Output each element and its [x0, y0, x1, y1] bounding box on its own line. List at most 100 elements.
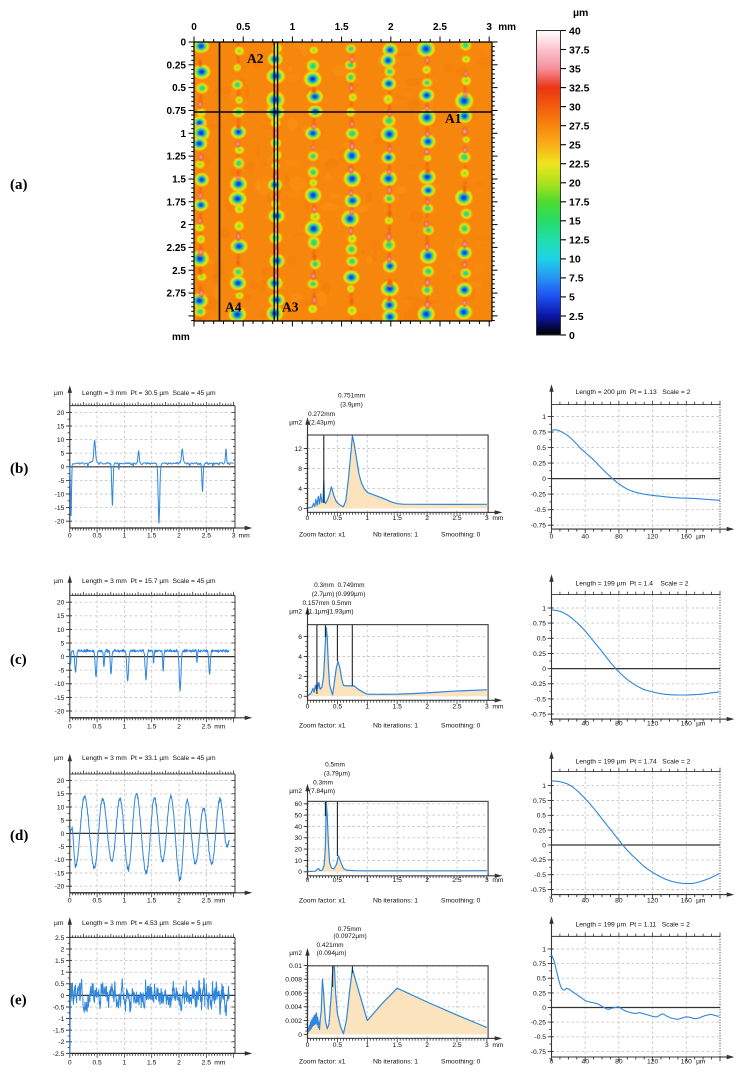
svg-text:60: 60 — [295, 801, 303, 808]
svg-text:12.5: 12.5 — [569, 235, 590, 247]
svg-text:0.157mm: 0.157mm — [302, 600, 329, 607]
svg-text:2: 2 — [298, 674, 302, 681]
svg-text:0: 0 — [298, 506, 302, 513]
svg-text:Smoothing: 0: Smoothing: 0 — [441, 898, 481, 905]
svg-text:1: 1 — [290, 22, 296, 33]
svg-text:(2.43µm): (2.43µm) — [309, 420, 335, 427]
svg-text:1: 1 — [365, 1042, 369, 1049]
svg-text:(7.84µm): (7.84µm) — [309, 788, 335, 795]
svg-text:0.006: 0.006 — [285, 990, 302, 997]
svg-text:2.75: 2.75 — [167, 289, 187, 300]
svg-text:2: 2 — [425, 1042, 429, 1049]
svg-text:mm: mm — [492, 877, 504, 884]
svg-text:0.25: 0.25 — [533, 651, 546, 658]
svg-text:160: 160 — [681, 721, 692, 728]
svg-text:(0.094µm): (0.094µm) — [317, 950, 347, 957]
svg-text:5: 5 — [61, 640, 65, 647]
svg-text:22.5: 22.5 — [569, 159, 590, 171]
svg-text:10: 10 — [57, 804, 65, 811]
svg-text:0.25: 0.25 — [167, 60, 187, 71]
svg-text:5: 5 — [569, 292, 575, 304]
svg-text:-10: -10 — [55, 491, 65, 498]
svg-text:Length = 199 µm Pt = 1.74 S: Length = 199 µm Pt = 1.74 Scale = 2 — [576, 759, 691, 766]
svg-text:-2: -2 — [58, 1039, 64, 1046]
svg-text:0.5: 0.5 — [537, 445, 547, 452]
svg-text:µm: µm — [54, 920, 64, 927]
svg-text:1: 1 — [365, 704, 369, 711]
svg-text:2.5: 2.5 — [452, 704, 462, 711]
svg-text:µm: µm — [696, 534, 706, 541]
svg-text:0: 0 — [542, 842, 546, 849]
svg-text:1: 1 — [123, 724, 127, 731]
svg-text:1.5: 1.5 — [147, 898, 157, 905]
svg-text:-0.5: -0.5 — [534, 696, 546, 703]
svg-text:Smoothing: 0: Smoothing: 0 — [441, 1059, 481, 1066]
svg-text:0: 0 — [542, 666, 546, 673]
svg-text:-20: -20 — [55, 884, 65, 891]
svg-text:40: 40 — [295, 824, 303, 831]
svg-text:0.25: 0.25 — [533, 990, 546, 997]
svg-text:0.749mm: 0.749mm — [337, 582, 364, 589]
svg-text:1.75: 1.75 — [167, 197, 187, 208]
svg-text:2.5: 2.5 — [569, 311, 584, 323]
svg-text:2.5: 2.5 — [202, 724, 212, 731]
svg-text:3: 3 — [232, 533, 236, 540]
svg-text:1: 1 — [123, 898, 127, 905]
svg-text:160: 160 — [681, 1059, 692, 1066]
svg-text:3: 3 — [485, 877, 489, 884]
svg-text:0: 0 — [180, 38, 186, 49]
svg-text:0.5: 0.5 — [92, 533, 102, 540]
svg-text:-0.5: -0.5 — [534, 872, 546, 879]
svg-text:8: 8 — [298, 466, 302, 473]
svg-text:Length = 199 µm Pt = 1.4 S: Length = 199 µm Pt = 1.4 Scale = 2 — [576, 581, 689, 588]
svg-text:2.5: 2.5 — [202, 1060, 212, 1067]
svg-text:2.5: 2.5 — [452, 515, 462, 522]
svg-text:50: 50 — [295, 813, 303, 820]
svg-text:12: 12 — [295, 446, 303, 453]
svg-text:20: 20 — [57, 778, 65, 785]
svg-text:µm: µm — [696, 721, 706, 728]
svg-text:2.5: 2.5 — [433, 22, 447, 33]
svg-text:Nb iterations: 1: Nb iterations: 1 — [373, 532, 418, 539]
svg-text:15: 15 — [569, 216, 581, 228]
svg-text:1: 1 — [365, 877, 369, 884]
svg-text:0.5: 0.5 — [333, 515, 343, 522]
svg-text:0.75: 0.75 — [533, 961, 546, 968]
svg-text:0: 0 — [306, 1042, 310, 1049]
svg-text:5: 5 — [61, 451, 65, 458]
svg-text:(e): (e) — [10, 993, 27, 1009]
svg-text:0.5: 0.5 — [92, 898, 102, 905]
svg-text:20: 20 — [295, 847, 303, 854]
svg-text:2: 2 — [177, 724, 181, 731]
svg-text:A3: A3 — [282, 300, 299, 315]
svg-text:-20: -20 — [55, 519, 65, 526]
svg-text:(3.79µm): (3.79µm) — [324, 770, 350, 777]
svg-text:40: 40 — [581, 1059, 589, 1066]
svg-text:2: 2 — [425, 877, 429, 884]
svg-text:120: 120 — [647, 898, 658, 905]
svg-text:40: 40 — [569, 25, 581, 37]
svg-text:160: 160 — [681, 534, 692, 541]
svg-text:1.5: 1.5 — [55, 958, 65, 965]
svg-text:Nb iterations: 1: Nb iterations: 1 — [373, 1059, 418, 1066]
svg-text:1.5: 1.5 — [147, 724, 157, 731]
svg-text:4: 4 — [298, 486, 302, 493]
svg-text:0: 0 — [191, 22, 197, 33]
svg-text:Length = 200 µm Pt = 1.13 S: Length = 200 µm Pt = 1.13 Scale = 2 — [576, 389, 691, 396]
svg-text:1.5: 1.5 — [172, 174, 186, 185]
svg-text:30: 30 — [295, 835, 303, 842]
svg-text:mm: mm — [214, 898, 226, 905]
svg-text:mm: mm — [214, 724, 226, 731]
svg-text:(1.1µm): (1.1µm) — [307, 609, 330, 616]
svg-text:0.25: 0.25 — [533, 461, 546, 468]
svg-text:0: 0 — [542, 476, 546, 483]
svg-text:Smoothing: 0: Smoothing: 0 — [441, 723, 481, 730]
svg-text:Length = 3 mm Pt = 30.5 µm S: Length = 3 mm Pt = 30.5 µm Scale = 45 µm — [82, 390, 216, 397]
svg-text:1.5: 1.5 — [393, 515, 403, 522]
svg-text:-1.5: -1.5 — [53, 1028, 65, 1035]
svg-text:-0.75: -0.75 — [531, 887, 547, 894]
svg-text:-0.25: -0.25 — [531, 492, 547, 499]
svg-text:0: 0 — [61, 831, 65, 838]
svg-text:0: 0 — [68, 898, 72, 905]
svg-text:-15: -15 — [55, 870, 65, 877]
